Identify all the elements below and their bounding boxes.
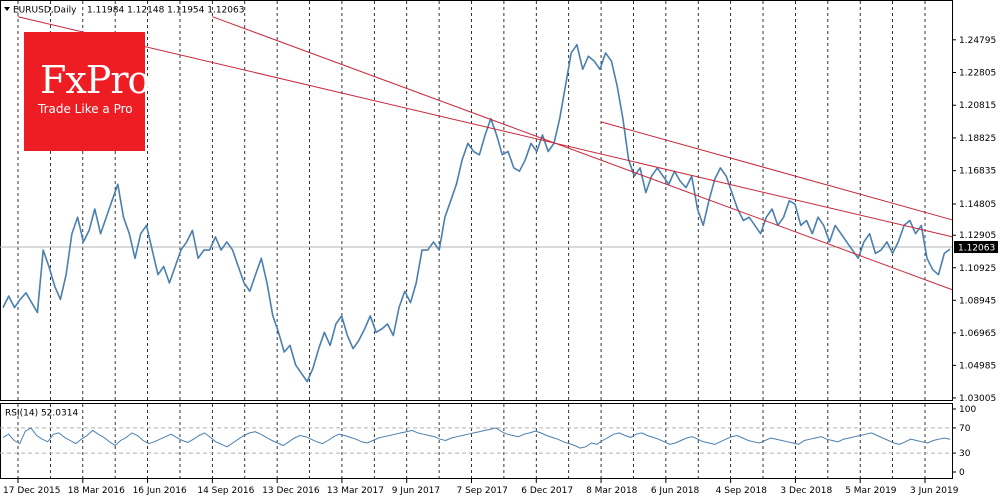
fxpro-logo: FxPro Trade Like a Pro	[24, 32, 150, 151]
price-axis-ticks: 1.24795 1.22805 1.20815 1.18825 1.16835 1.148…	[952, 36, 996, 404]
symbol-title: EURUSD,Daily	[13, 6, 77, 16]
x-tick-label: 4 Sep 2018	[716, 486, 768, 496]
x-tick-label: 6 Dec 2017	[521, 486, 573, 496]
y-tick-label: 1.20815	[959, 101, 996, 111]
x-tick-label: 16 Jun 2016	[133, 486, 187, 496]
time-axis-ticks: 17 Dec 2015 18 Mar 2016 16 Jun 2016 14 Sep …	[3, 478, 959, 496]
rsi-pane	[0, 403, 953, 479]
x-tick-label: 8 Mar 2018	[586, 486, 638, 496]
x-tick-label: 13 Mar 2017	[327, 486, 384, 496]
x-tick-label: 3 Dec 2018	[780, 486, 832, 496]
rsi-title: RSI(14) 52.0314	[5, 409, 78, 419]
x-tick-label: 18 Mar 2016	[68, 486, 125, 496]
y-tick-label: 1.03005	[959, 394, 996, 404]
rsi-axis-ticks: 100 70 30 0	[952, 405, 976, 478]
x-tick-label: 9 Jun 2017	[392, 486, 440, 496]
rsi-tick-label: 100	[959, 405, 976, 415]
logo-brand: FxPro	[40, 58, 150, 102]
y-tick-label: 1.10925	[959, 264, 996, 274]
x-tick-label: 13 Dec 2016	[262, 486, 320, 496]
x-tick-label: 17 Dec 2015	[3, 486, 61, 496]
trend-line	[212, 16, 953, 291]
y-tick-label: 1.12905	[959, 231, 996, 241]
y-tick-label: 1.18825	[959, 134, 996, 144]
y-tick-label: 1.08945	[959, 296, 996, 306]
rsi-series	[2, 427, 951, 449]
ohlc-values: 1.11984 1.12148 1.11954 1.12063	[87, 6, 244, 16]
rsi-tick-label: 70	[959, 424, 971, 434]
x-tick-label: 14 Sep 2016	[197, 486, 254, 496]
x-tick-label: 3 Jun 2019	[910, 486, 959, 496]
rsi-line	[2, 427, 951, 449]
rsi-tick-label: 30	[959, 449, 971, 459]
x-tick-label: 6 Jun 2018	[651, 486, 700, 496]
y-tick-label: 1.22805	[959, 69, 996, 79]
trend-line	[17, 16, 953, 238]
x-tick-label: 7 Sep 2017	[457, 486, 508, 496]
logo-tagline: Trade Like a Pro	[38, 102, 133, 116]
y-tick-label: 1.16835	[959, 167, 996, 177]
trend-line	[600, 121, 953, 221]
y-tick-label: 1.14805	[959, 200, 996, 210]
price-pane	[0, 0, 953, 401]
rsi-levels	[0, 427, 952, 454]
y-tick-label: 1.04985	[959, 361, 996, 371]
x-tick-label: 5 Mar 2019	[845, 486, 897, 496]
price-line	[2, 43, 951, 383]
collapse-triangle-icon[interactable]	[4, 7, 10, 11]
price-tag	[954, 241, 998, 253]
price-series	[2, 43, 951, 383]
price-tag-label: 1.12063	[958, 244, 995, 254]
y-tick-label: 1.24795	[959, 36, 996, 46]
y-tick-label: 1.06965	[959, 329, 996, 339]
trend-lines	[17, 16, 953, 291]
rsi-tick-label: 0	[959, 468, 965, 478]
